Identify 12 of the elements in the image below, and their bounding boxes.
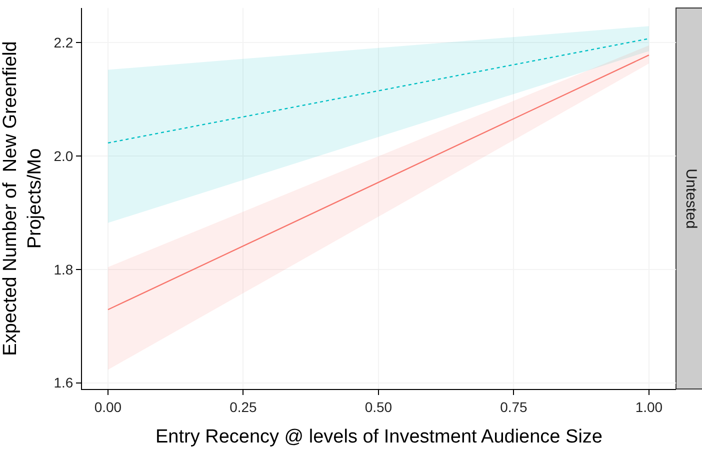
x-axis-title: Entry Recency @ levels of Investment Audience Size	[155, 426, 603, 448]
y-tick-label: 2.2	[54, 34, 74, 50]
y-tick-label: 1.6	[54, 374, 74, 391]
x-tick-label: 1.00	[635, 398, 663, 415]
y-tick-label: 2.0	[54, 148, 74, 164]
x-tick-label: 0.25	[230, 398, 258, 415]
text: Untested	[682, 168, 700, 229]
x-tick-label: 0.00	[94, 398, 122, 415]
x-tick-label: 0.50	[364, 398, 392, 415]
y-axis-title: Expected Number of New Greenfield Projects/Mo	[0, 41, 46, 356]
y-tick-label: 1.8	[54, 261, 74, 278]
x-tick-label: 0.75	[500, 398, 528, 415]
